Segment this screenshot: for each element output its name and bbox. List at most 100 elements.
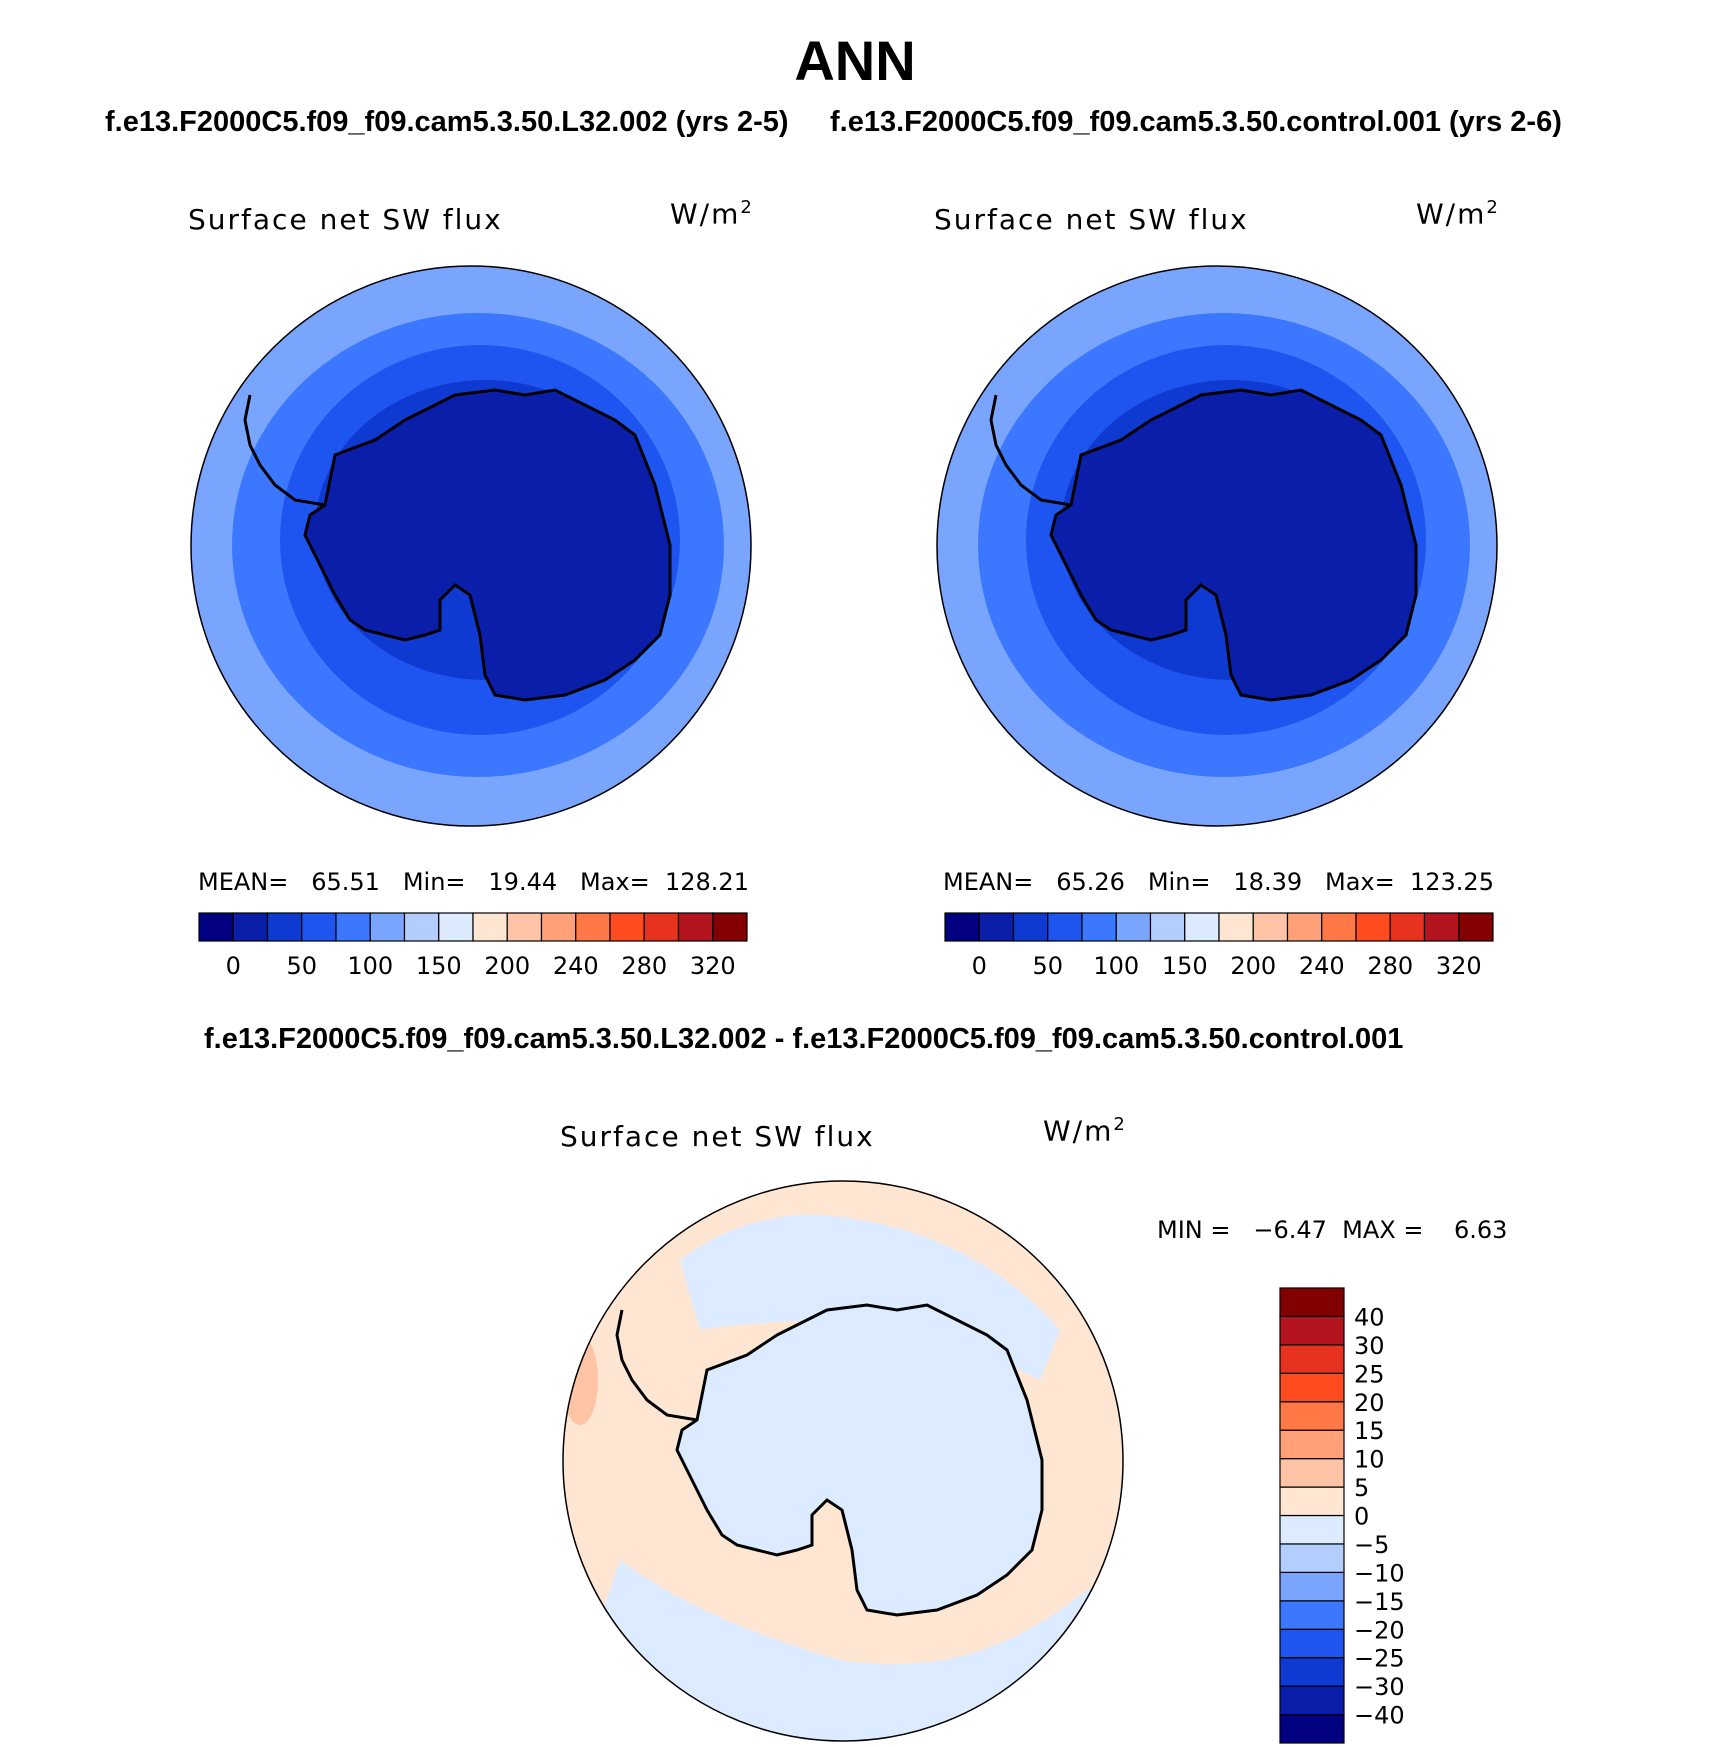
diff-negative-south <box>563 1560 1123 1740</box>
panel1-colorbar-swatch <box>438 912 474 942</box>
diff-colorbar-swatch <box>1279 1685 1345 1716</box>
panel2-stats: MEAN= 65.26 Min= 18.39 Max= 123.25 <box>943 868 1494 896</box>
panel1-map <box>191 266 751 826</box>
panel1-colorbar-tick-label: 280 <box>621 952 667 980</box>
panel1-colorbar-swatch <box>506 912 543 942</box>
panel2-colorbar-swatch <box>1184 912 1220 942</box>
panel2-colorbar-swatch <box>1047 912 1083 942</box>
diff-colorbar-label: 0 <box>1354 1503 1369 1531</box>
diff-stats: MIN = −6.47 MAX = 6.63 <box>1157 1216 1508 1244</box>
diff-map <box>563 1181 1123 1741</box>
panel1-colorbar-swatch <box>335 912 371 942</box>
panel1-border <box>190 265 752 827</box>
diff-colorbar-swatch <box>1279 1429 1345 1460</box>
panel2-colorbar-swatch <box>944 912 980 942</box>
panel1-colorbar-swatch <box>301 912 337 942</box>
panel1-colorbar-swatch <box>540 912 577 942</box>
panel1-colorbar-swatch <box>232 912 269 942</box>
panel1-colorbar-swatch <box>609 912 645 942</box>
panel1-colorbar-swatch <box>403 912 440 942</box>
diff-units: W/m2 <box>1043 1114 1127 1148</box>
panel2-variable: Surface net SW flux <box>934 203 1249 236</box>
diff-colorbar-swatch <box>1279 1401 1345 1431</box>
panel1-colorbar-swatch <box>369 912 406 942</box>
diff-colorbar-swatch <box>1279 1372 1345 1403</box>
panel1-colorbar: 0 50 100 150 200 240 280 320 <box>198 912 748 980</box>
panel2-colorbar-tick-label: 240 <box>1299 952 1345 980</box>
panel2-colorbar-swatch <box>1252 912 1289 942</box>
panel2-colorbar-tick-label: 100 <box>1093 952 1139 980</box>
diff-variable: Surface net SW flux <box>560 1120 875 1153</box>
panel1-stats: MEAN= 65.51 Min= 19.44 Max= 128.21 <box>198 868 749 896</box>
panel1-colorbar-tick-label: 0 <box>226 952 241 980</box>
panel1-colorbar-swatch <box>643 912 680 942</box>
panel1-colorbar-tick-label: 240 <box>553 952 599 980</box>
panel2-colorbar-swatch <box>1389 912 1426 942</box>
panel1-colorbar-tick-label: 150 <box>416 952 462 980</box>
diff-colorbar-swatch <box>1279 1344 1345 1374</box>
panel1-colorbar-tick-label: 320 <box>690 952 736 980</box>
diff-colorbar-label: −40 <box>1354 1702 1405 1730</box>
panel2-colorbar-swatch <box>1012 912 1049 942</box>
panel2-colorbar-tick-label: 320 <box>1436 952 1482 980</box>
diff-colorbar-swatch <box>1279 1486 1345 1517</box>
panel1-colorbar-swatch <box>472 912 508 942</box>
diff-title: f.e13.F2000C5.f09_f09.cam5.3.50.L32.002 … <box>204 1023 1404 1055</box>
panel2-colorbar-swatch <box>1458 912 1494 942</box>
panel1-variable: Surface net SW flux <box>188 203 503 236</box>
panel2-colorbar-swatch <box>1081 912 1117 942</box>
panel1-colorbar-tick-label: 50 <box>286 952 317 980</box>
panel1-colorbar-swatch <box>677 912 714 942</box>
diff-colorbar-label: −30 <box>1354 1673 1405 1701</box>
diff-colorbar-swatch <box>1279 1543 1345 1573</box>
panel2-colorbar-tick-label: 0 <box>972 952 987 980</box>
panel2-colorbar-swatch <box>1149 912 1186 942</box>
panel2-colorbar-tick-label: 150 <box>1162 952 1208 980</box>
season-title: ANN <box>794 29 916 92</box>
panel1-units: W/m2 <box>670 197 754 231</box>
panel1-colorbar-tick-label: 200 <box>484 952 530 980</box>
panel2-units: W/m2 <box>1416 197 1500 231</box>
panel2-colorbar: 0 50 100 150 200 240 280 320 <box>944 912 1494 980</box>
diff-colorbar-swatch <box>1279 1514 1345 1545</box>
diff-colorbar-label: 20 <box>1354 1389 1385 1417</box>
panel2-colorbar-swatch <box>978 912 1015 942</box>
panel2-colorbar-tick-label: 280 <box>1367 952 1413 980</box>
diff-colorbar-swatch <box>1279 1287 1345 1318</box>
diff-colorbar-swatch <box>1279 1628 1345 1659</box>
diff-colorbar-swatch <box>1279 1571 1345 1602</box>
diff-colorbar-label: −15 <box>1354 1588 1405 1616</box>
diff-colorbar-swatch <box>1279 1458 1345 1488</box>
case2-title: f.e13.F2000C5.f09_f09.cam5.3.50.control.… <box>830 106 1562 138</box>
case1-title: f.e13.F2000C5.f09_f09.cam5.3.50.L32.002 … <box>105 106 789 138</box>
panel1-colorbar-swatch <box>266 912 303 942</box>
panel2-colorbar-swatch <box>1286 912 1323 942</box>
panel2-colorbar-tick-label: 50 <box>1032 952 1063 980</box>
diff-colorbar-label: 5 <box>1354 1474 1369 1502</box>
diff-colorbar-label: 25 <box>1354 1360 1385 1388</box>
panel1-colorbar-tick-label: 100 <box>347 952 393 980</box>
diff-colorbar-label: 30 <box>1354 1332 1385 1360</box>
panel2-colorbar-swatch <box>1218 912 1254 942</box>
diff-colorbar-swatch <box>1279 1657 1345 1687</box>
panel1-colorbar-swatch <box>575 912 611 942</box>
panel1-colorbar-swatch <box>712 912 748 942</box>
panel2-colorbar-swatch <box>1321 912 1357 942</box>
diff-colorbar-label: 40 <box>1354 1303 1385 1331</box>
diff-colorbar-label: 10 <box>1354 1446 1385 1474</box>
diff-colorbar-label: −25 <box>1354 1645 1405 1673</box>
panel2-map <box>937 266 1497 826</box>
diff-colorbar-swatch <box>1279 1315 1345 1346</box>
diff-colorbar-label: −20 <box>1354 1616 1405 1644</box>
panel2-colorbar-swatch <box>1115 912 1152 942</box>
panel1-colorbar-swatch <box>198 912 234 942</box>
panel2-colorbar-tick-label: 200 <box>1230 952 1276 980</box>
diff-border <box>562 1180 1124 1742</box>
panel2-border <box>936 265 1498 827</box>
diff-colorbar-label: −5 <box>1354 1531 1389 1559</box>
diff-colorbar-swatch <box>1279 1713 1345 1744</box>
panel2-colorbar-swatch <box>1423 912 1460 942</box>
panel2-colorbar-swatch <box>1355 912 1391 942</box>
